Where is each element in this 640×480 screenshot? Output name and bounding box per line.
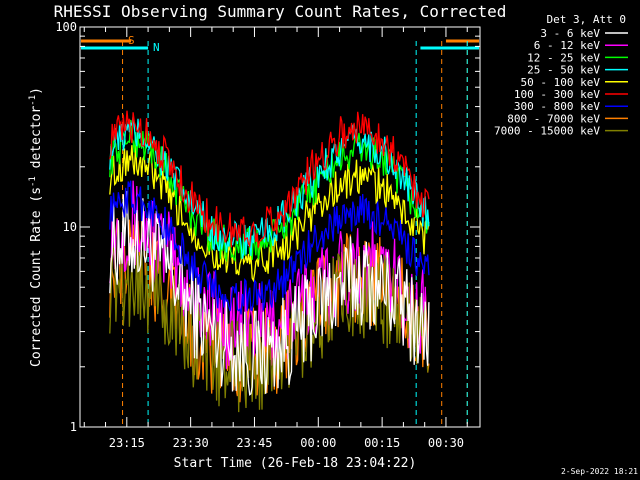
- night-flag-label: N: [153, 41, 160, 54]
- x-tick-label: 00:30: [428, 436, 464, 450]
- series-line-4: [109, 144, 430, 283]
- x-tick-label: 23:15: [109, 436, 145, 450]
- x-tick-label: 23:45: [236, 436, 272, 450]
- legend-label: 6 - 12 keV: [534, 39, 601, 52]
- legend-label: 12 - 25 keV: [527, 51, 600, 64]
- x-axis: 23:15 23:30 23:45 00:00 00:15 00:30: [83, 27, 468, 450]
- x-tick-label: 23:30: [173, 436, 209, 450]
- x-tick-label: 00:00: [300, 436, 336, 450]
- x-tick-label: 00:15: [364, 436, 400, 450]
- saa-flag-label: S: [128, 34, 135, 47]
- series-line-8: [109, 246, 430, 413]
- legend-label: 800 - 7000 keV: [507, 112, 600, 125]
- y-tick-label: 10: [63, 220, 77, 234]
- legend-label: 100 - 300 keV: [514, 88, 600, 101]
- series-group: [109, 110, 430, 413]
- series-line-5: [109, 110, 430, 249]
- y-axis-label: Corrected Count Rate (s-1 detector-1): [28, 87, 44, 367]
- timestamp: 2-Sep-2022 18:21: [561, 467, 638, 476]
- legend-label: 3 - 6 keV: [540, 27, 600, 40]
- legend-label: 300 - 800 keV: [514, 100, 600, 113]
- y-tick-label: 100: [55, 20, 77, 34]
- legend-label: 25 - 50 keV: [527, 64, 600, 77]
- y-tick-label: 1: [70, 420, 77, 434]
- series-line-6: [109, 180, 430, 315]
- legend-label: 50 - 100 keV: [521, 76, 601, 89]
- legend-header: Det 3, Att 0: [547, 13, 626, 26]
- y-axis: 1 10 100: [55, 20, 480, 434]
- x-axis-label: Start Time (26-Feb-18 23:04:22): [174, 456, 417, 471]
- chart-title: RHESSI Observing Summary Count Rates, Co…: [54, 2, 507, 21]
- legend-label: 7000 - 15000 keV: [494, 125, 600, 138]
